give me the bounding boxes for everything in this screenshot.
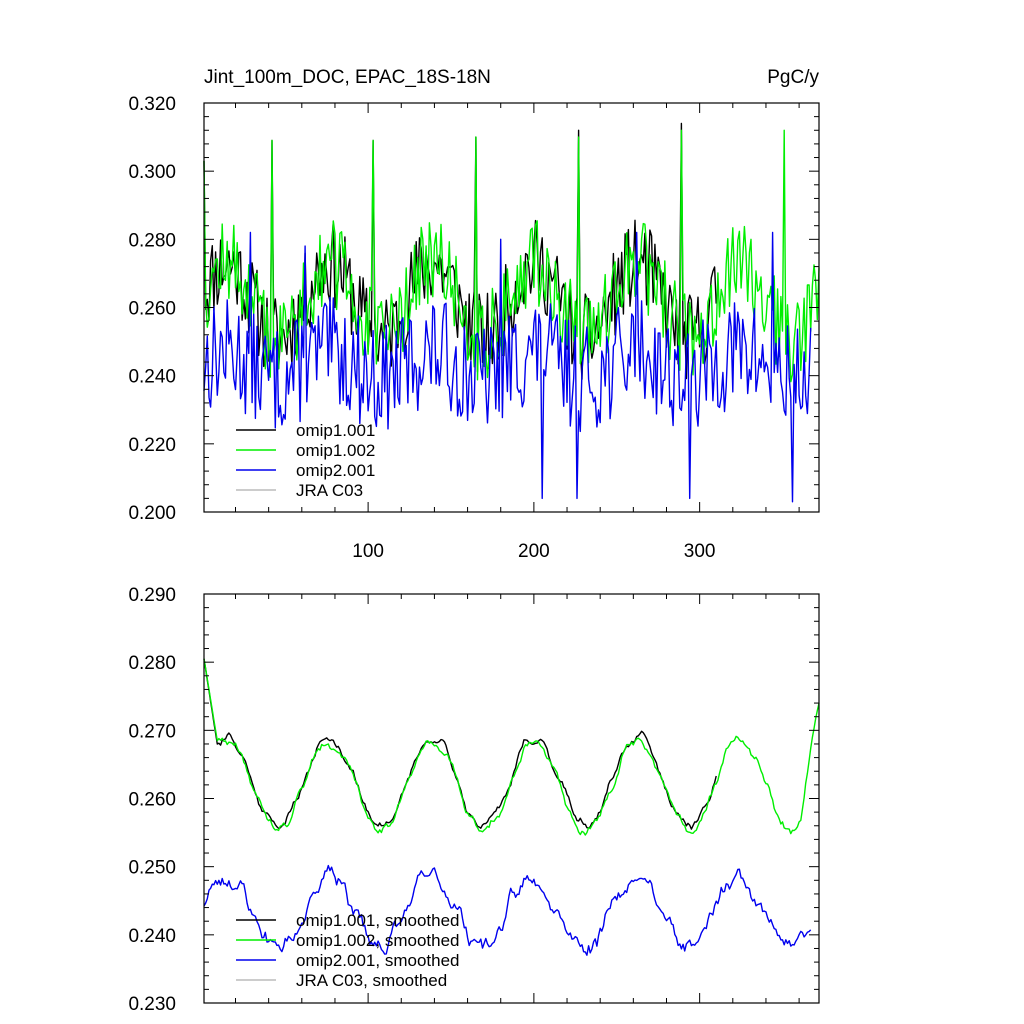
top-legend-label-2: omip2.001	[296, 461, 375, 480]
top-xtick-label: 300	[684, 541, 716, 562]
bottom-ytick-label: 0.270	[128, 721, 176, 742]
top-title-left: Jint_100m_DOC, EPAC_18S-18N	[204, 67, 491, 88]
top-plot-frame	[203, 102, 820, 513]
top-series-line-2	[203, 231, 812, 503]
top-series-line-0	[203, 122, 717, 380]
bottom-legend-label-2: omip2.001, smoothed	[296, 951, 460, 970]
top-ytick-label: 0.300	[128, 162, 176, 183]
top-xtick-label: 200	[518, 541, 550, 562]
bottom-panel: 0.230 0.240 0.250 0.260 0.270 0.280 0.290 omip…	[128, 585, 820, 1015]
top-ytick-label: 0.220	[128, 435, 176, 456]
bottom-ytick-label: 0.290	[128, 585, 176, 606]
bottom-ytick-label: 0.230	[128, 994, 176, 1015]
bottom-legend-label-1: omip1.002, smoothed	[296, 931, 460, 950]
top-series-layer	[203, 122, 820, 503]
bottom-ticks-layer: 0.230 0.240 0.250 0.260 0.270 0.280 0.290	[128, 585, 819, 1015]
top-xtick-label: 100	[352, 541, 384, 562]
top-ytick-label: 0.200	[128, 503, 176, 524]
top-ytick-label: 0.240	[128, 367, 176, 388]
bottom-ytick-label: 0.250	[128, 858, 176, 879]
bottom-legend-label-3: JRA C03, smoothed	[296, 971, 447, 990]
bottom-ytick-label: 0.260	[128, 790, 176, 811]
bottom-series-line-2	[203, 864, 812, 956]
bottom-plot-frame	[203, 593, 820, 1004]
top-legend-label-1: omip1.002	[296, 441, 375, 460]
bottom-series-layer	[203, 658, 820, 956]
top-panel: Jint_100m_DOC, EPAC_18S-18N PgC/y 0.2000…	[128, 67, 820, 562]
top-ticks-layer: 0.200 0.220 0.240 0.260 0.280 0.300 0.320 100 20…	[128, 94, 819, 562]
top-ytick-label: 0.320	[128, 94, 176, 115]
bottom-ytick-label: 0.240	[128, 926, 176, 947]
bottom-ytick-label: 0.280	[128, 653, 176, 674]
bottom-series-line-1	[203, 658, 820, 836]
top-ytick-label: 0.280	[128, 230, 176, 251]
top-legend-label-3: JRA C03	[296, 481, 363, 500]
bottom-legend-label-0: omip1.001, smoothed	[296, 911, 460, 930]
top-title-right: PgC/y	[767, 67, 819, 88]
top-legend-label-0: omip1.001	[296, 421, 375, 440]
top-ytick-label: 0.260	[128, 299, 176, 320]
